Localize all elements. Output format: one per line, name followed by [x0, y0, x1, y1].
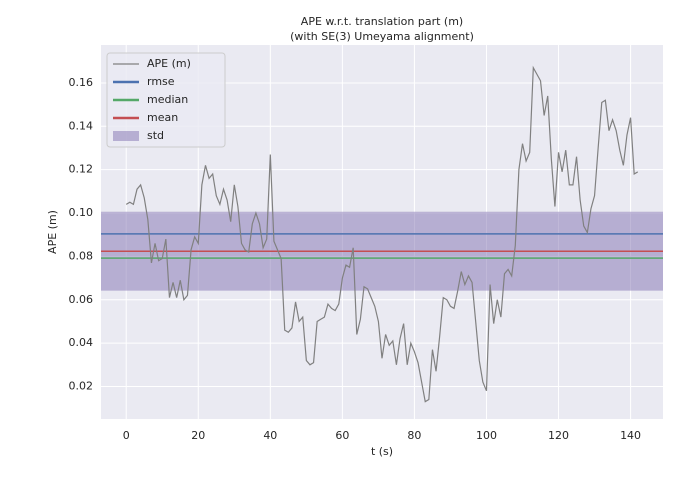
x-tick-label: 60	[335, 429, 349, 442]
x-tick-label: 80	[407, 429, 421, 442]
y-tick-label: 0.16	[69, 76, 94, 89]
x-tick-label: 0	[123, 429, 130, 442]
legend-swatch	[113, 131, 139, 141]
legend-box	[106, 52, 226, 148]
legend-label: mean	[147, 111, 178, 124]
y-tick-label: 0.06	[69, 293, 94, 306]
y-tick-label: 0.08	[69, 249, 94, 262]
x-tick-label: 20	[191, 429, 205, 442]
legend-label: rmse	[147, 75, 175, 88]
legend-label: std	[147, 129, 164, 142]
y-tick-label: 0.04	[69, 336, 94, 349]
legend-label: APE (m)	[147, 57, 191, 70]
x-tick-label: 120	[548, 429, 569, 442]
x-axis-label: t (s)	[371, 445, 393, 458]
legend-label: median	[147, 93, 188, 106]
y-tick-label: 0.12	[69, 163, 94, 176]
x-tick-label: 40	[263, 429, 277, 442]
y-tick-label: 0.14	[69, 119, 94, 132]
y-tick-label: 0.02	[69, 379, 94, 392]
y-axis-label: APE (m)	[46, 210, 59, 254]
x-tick-label: 100	[476, 429, 497, 442]
x-tick-label: 140	[620, 429, 641, 442]
chart-title: APE w.r.t. translation part (m)	[301, 15, 463, 28]
series-line	[125, 65, 639, 403]
chart-subtitle: (with SE(3) Umeyama alignment)	[290, 30, 474, 43]
y-tick-label: 0.10	[69, 206, 94, 219]
